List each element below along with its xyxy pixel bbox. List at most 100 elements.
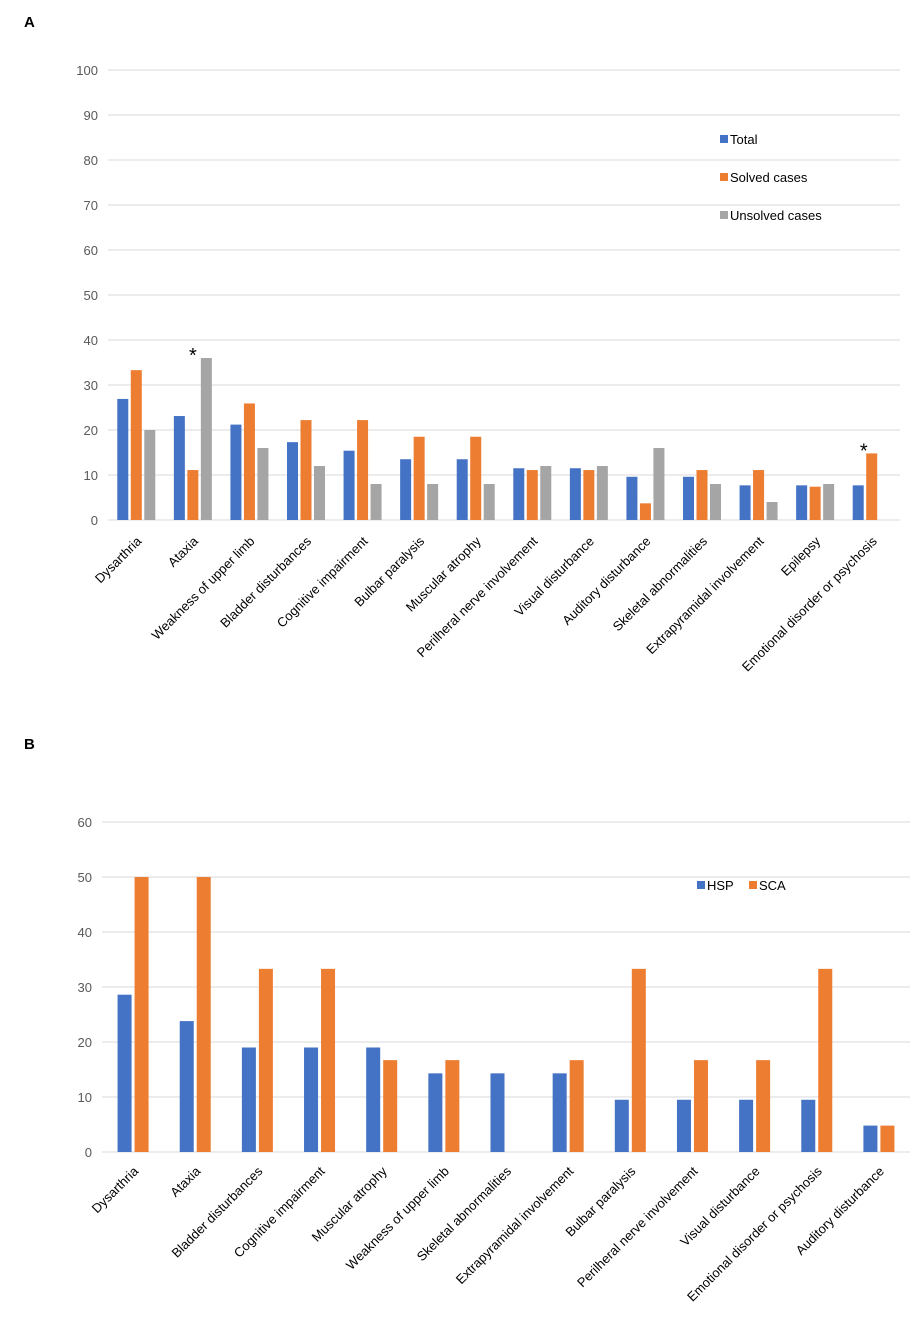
bar-sca — [756, 1060, 771, 1152]
bar-total — [626, 476, 638, 520]
bar-hsp — [676, 1099, 691, 1152]
y-tick-label: 50 — [78, 870, 92, 885]
y-tick-label: 90 — [84, 108, 98, 123]
y-tick-label: 80 — [84, 153, 98, 168]
y-tick-label: 60 — [78, 815, 92, 830]
bar-sca — [818, 968, 833, 1152]
x-category-label: Ataxia — [165, 533, 202, 570]
bar-hsp — [801, 1099, 816, 1152]
y-tick-label: 10 — [78, 1090, 92, 1105]
bar-sca — [569, 1060, 584, 1152]
bar-unsolved-cases — [314, 466, 325, 520]
bar-total — [287, 442, 298, 520]
bar-solved-cases — [357, 420, 369, 520]
bar-total — [173, 416, 185, 520]
legend-label: HSP — [707, 878, 734, 893]
bar-total — [400, 459, 412, 520]
x-category-label: Ataxia — [167, 1163, 204, 1200]
bar-total — [343, 450, 355, 520]
x-category-label: Skeletal abnormalities — [610, 533, 711, 634]
bar-unsolved-cases — [257, 448, 269, 520]
bar-total — [739, 485, 751, 520]
y-tick-label: 40 — [84, 333, 98, 348]
bar-solved-cases — [639, 503, 651, 520]
bar-sca — [445, 1060, 460, 1152]
bar-unsolved-cases — [540, 466, 552, 520]
bar-unsolved-cases — [370, 484, 382, 520]
legend-label: SCA — [759, 878, 786, 893]
bar-hsp — [366, 1047, 381, 1152]
bar-solved-cases — [130, 370, 142, 520]
x-category-label: Extrapyramidal involvement — [453, 1163, 577, 1287]
x-category-label: Epilepsy — [778, 533, 824, 579]
bar-hsp — [614, 1099, 629, 1152]
panel-a-label: A — [24, 14, 35, 31]
bar-unsolved-cases — [710, 484, 721, 520]
significance-marker: * — [860, 440, 868, 462]
bar-total — [683, 476, 694, 520]
bar-sca — [196, 877, 211, 1152]
bar-total — [513, 468, 525, 520]
chart-panel-a: 0 10 20 30 40 50 60 70 80 90 100 Dysarthria AtaxiaWe… — [76, 63, 900, 674]
bar-sca — [880, 1125, 895, 1152]
x-category-label: Weakness of upper limb — [343, 1164, 452, 1273]
x-category-label: Perilheral nerve involvement — [414, 533, 541, 660]
legend-swatch — [720, 211, 728, 219]
bar-sca — [631, 968, 646, 1152]
legend-swatch — [749, 881, 757, 889]
y-tick-label: 40 — [78, 925, 92, 940]
bar-sca — [134, 877, 149, 1152]
bar-solved-cases — [753, 470, 765, 520]
y-tick-label: 30 — [78, 980, 92, 995]
x-category-label: Weakness of upper limb — [149, 534, 258, 643]
bar-total — [456, 459, 468, 520]
bar-solved-cases — [866, 453, 878, 520]
bar-hsp — [490, 1073, 505, 1152]
bar-sca — [383, 1060, 398, 1152]
y-tick-label: 0 — [85, 1145, 92, 1160]
bar-solved-cases — [526, 470, 538, 520]
panel-b-label: B — [24, 736, 35, 753]
y-tick-label: 60 — [84, 243, 98, 258]
bar-hsp — [241, 1047, 256, 1152]
y-tick-label: 30 — [84, 378, 98, 393]
bar-solved-cases — [300, 420, 312, 520]
bar-total — [117, 398, 129, 520]
bar-hsp — [552, 1073, 567, 1152]
legend-swatch — [720, 173, 728, 181]
bar-hsp — [739, 1099, 754, 1152]
x-category-label: Dysarthria — [89, 1163, 142, 1216]
bar-total — [230, 424, 242, 520]
bar-sca — [258, 968, 273, 1152]
y-tick-label: 20 — [84, 423, 98, 438]
y-tick-label: 70 — [84, 198, 98, 213]
bar-total — [569, 468, 581, 520]
legend-swatch — [720, 135, 728, 143]
bar-unsolved-cases — [766, 502, 778, 520]
bar-hsp — [428, 1073, 443, 1152]
bar-solved-cases — [583, 470, 595, 520]
bar-unsolved-cases — [144, 430, 156, 520]
y-tick-label: 20 — [78, 1035, 92, 1050]
y-tick-label: 0 — [91, 513, 98, 528]
bar-solved-cases — [470, 436, 482, 520]
bar-unsolved-cases — [427, 484, 439, 520]
bar-hsp — [304, 1047, 319, 1152]
bar-unsolved-cases — [200, 358, 212, 520]
legend-swatch — [697, 881, 705, 889]
bar-unsolved-cases — [653, 448, 665, 520]
legend-label: Solved cases — [730, 170, 808, 185]
legend-label: Unsolved cases — [730, 208, 822, 223]
bar-sca — [321, 968, 336, 1152]
bar-solved-cases — [243, 403, 255, 520]
bar-unsolved-cases — [823, 484, 835, 520]
bar-sca — [693, 1060, 708, 1152]
bar-solved-cases — [187, 470, 199, 520]
bar-unsolved-cases — [596, 466, 608, 520]
bar-unsolved-cases — [483, 484, 495, 520]
y-tick-label: 100 — [76, 63, 98, 78]
x-category-label: Perilheral nerve involvement — [574, 1163, 701, 1290]
bar-solved-cases — [809, 486, 821, 520]
